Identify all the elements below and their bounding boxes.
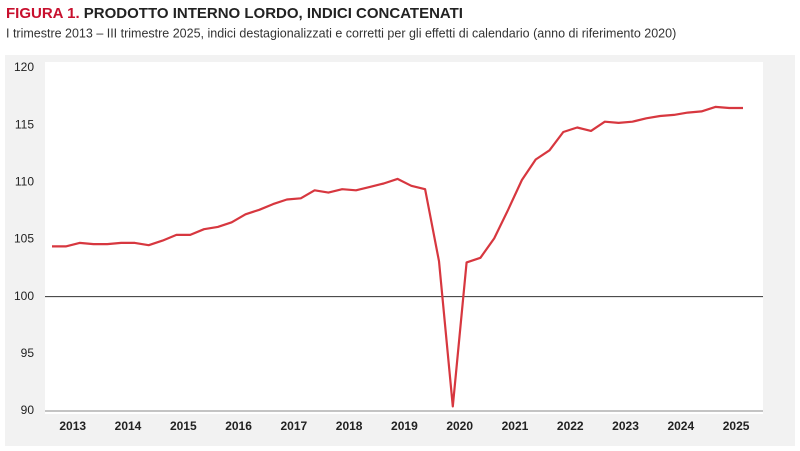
plot-background bbox=[45, 62, 763, 414]
x-tick-label: 2024 bbox=[667, 419, 694, 433]
y-tick-label: 95 bbox=[21, 346, 35, 360]
chart-title: FIGURA 1. PRODOTTO INTERNO LORDO, INDICI… bbox=[6, 5, 463, 22]
y-tick-label: 105 bbox=[14, 232, 34, 246]
x-tick-label: 2019 bbox=[391, 419, 418, 433]
x-tick-label: 2015 bbox=[170, 419, 197, 433]
x-tick-label: 2017 bbox=[280, 419, 307, 433]
x-tick-label: 2013 bbox=[59, 419, 86, 433]
x-tick-label: 2016 bbox=[225, 419, 252, 433]
data-line bbox=[52, 105, 743, 408]
y-tick-label: 115 bbox=[15, 117, 34, 131]
y-tick-label: 100 bbox=[14, 289, 34, 303]
title-label: FIGURA 1. bbox=[6, 5, 80, 22]
x-tick-label: 2020 bbox=[446, 419, 473, 433]
x-tick-label: 2022 bbox=[557, 419, 584, 433]
x-tick-label: 2025 bbox=[723, 419, 750, 433]
y-tick-label: 110 bbox=[15, 175, 34, 189]
x-tick-label: 2018 bbox=[336, 419, 363, 433]
x-tick-label: 2014 bbox=[115, 419, 142, 433]
y-tick-label: 90 bbox=[21, 403, 35, 417]
y-tick-label: 120 bbox=[14, 60, 34, 74]
title-text: PRODOTTO INTERNO LORDO, INDICI CONCATENA… bbox=[84, 5, 463, 22]
chart-subtitle: I trimestre 2013 – III trimestre 2025, i… bbox=[6, 26, 676, 40]
x-tick-label: 2021 bbox=[502, 419, 529, 433]
x-tick-label: 2023 bbox=[612, 419, 639, 433]
